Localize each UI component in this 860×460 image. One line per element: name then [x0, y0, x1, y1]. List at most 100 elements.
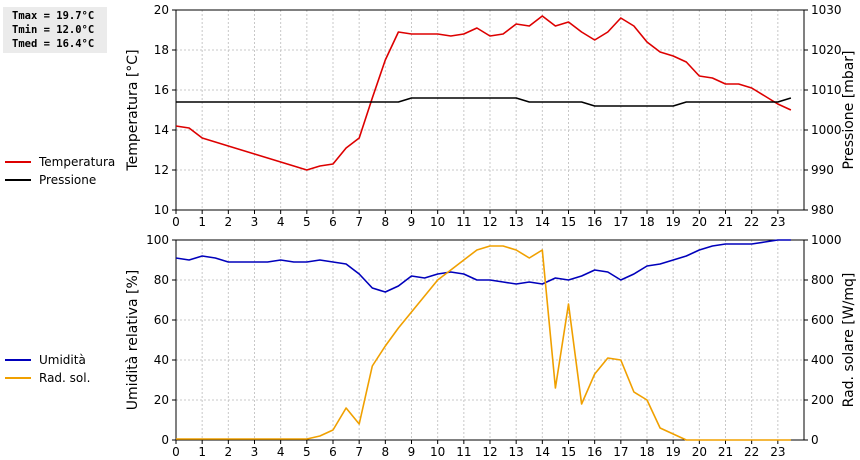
x-tick-label: 12 — [482, 445, 497, 459]
series-line-pressione — [176, 97, 792, 107]
legend-bottom: Umidità Rad. sol. — [5, 351, 90, 387]
x-tick-label: 10 — [430, 445, 445, 459]
y-left-tick-label: 16 — [154, 83, 169, 97]
y-right-tick-label: 1000 — [811, 233, 842, 247]
x-tick-label: 9 — [408, 445, 416, 459]
x-tick-label: 7 — [355, 215, 363, 229]
x-tick-label: 2 — [225, 215, 233, 229]
x-tick-label: 12 — [482, 215, 497, 229]
y-right-tick-label: 990 — [811, 163, 834, 177]
y-left-tick-label: 80 — [154, 273, 169, 287]
x-tick-label: 2 — [225, 445, 233, 459]
legend-swatch-pressione — [5, 179, 31, 181]
y-right-tick-label: 980 — [811, 203, 834, 217]
legend-swatch-umidita — [5, 359, 31, 361]
x-tick-label: 16 — [587, 445, 602, 459]
x-tick-label: 19 — [666, 215, 681, 229]
x-tick-label: 8 — [382, 215, 390, 229]
x-tick-label: 11 — [456, 445, 471, 459]
x-tick-label: 17 — [613, 215, 628, 229]
x-tick-label: 23 — [770, 445, 785, 459]
series-line-rad-sol- — [176, 245, 791, 441]
legend-label-temperatura: Temperatura — [39, 155, 116, 169]
x-tick-label: 22 — [744, 445, 759, 459]
x-tick-label: 11 — [456, 215, 471, 229]
stats-box: Tmax = 19.7°C Tmin = 12.0°C Tmed = 16.4°… — [3, 7, 107, 53]
x-tick-label: 10 — [430, 215, 445, 229]
y-right-axis-title: Rad. solare [W/mq] — [841, 273, 857, 408]
legend-item-pressione: Pressione — [5, 171, 115, 189]
legend-item-umidita: Umidità — [5, 351, 90, 369]
y-right-tick-label: 1000 — [811, 123, 842, 137]
legend-label-pressione: Pressione — [39, 173, 97, 187]
tmin-label: Tmin = 12.0°C — [12, 24, 95, 36]
y-right-tick-label: 1020 — [811, 43, 842, 57]
x-tick-label: 8 — [382, 445, 390, 459]
legend-item-temperatura: Temperatura — [5, 153, 115, 171]
y-left-axis-title: Temperatura [°C] — [125, 49, 141, 171]
x-tick-label: 4 — [277, 445, 285, 459]
x-tick-label: 6 — [329, 215, 337, 229]
x-tick-label: 16 — [587, 215, 602, 229]
x-tick-label: 21 — [718, 215, 733, 229]
y-left-axis-title: Umidità relativa [%] — [125, 270, 141, 411]
series-line-umidit- — [175, 239, 791, 293]
x-tick-label: 15 — [561, 215, 576, 229]
tmed-label: Tmed = 16.4°C — [12, 38, 95, 50]
x-tick-label: 21 — [718, 445, 733, 459]
y-right-tick-label: 200 — [811, 393, 834, 407]
x-tick-label: 13 — [509, 215, 524, 229]
x-tick-label: 0 — [172, 215, 180, 229]
x-tick-label: 6 — [329, 445, 337, 459]
y-right-tick-label: 800 — [811, 273, 834, 287]
x-tick-label: 20 — [692, 215, 707, 229]
x-tick-label: 5 — [303, 445, 311, 459]
x-tick-label: 0 — [172, 445, 180, 459]
y-left-tick-label: 40 — [154, 353, 169, 367]
x-tick-label: 19 — [666, 445, 681, 459]
y-left-tick-label: 100 — [146, 233, 169, 247]
y-left-tick-label: 12 — [154, 163, 169, 177]
y-left-tick-label: 0 — [161, 433, 169, 447]
x-tick-label: 18 — [639, 215, 654, 229]
chart-panel-0: 0 1 2 3 4 5 6 7 8 9 10 11 12 13 14 15 16 17 18 19 20 21 22 2310… — [125, 3, 857, 229]
tmax-label: Tmax = 19.7°C — [12, 10, 95, 22]
x-tick-label: 9 — [408, 215, 416, 229]
y-left-tick-label: 14 — [154, 123, 169, 137]
x-tick-label: 18 — [639, 445, 654, 459]
x-tick-label: 7 — [355, 445, 363, 459]
series-line-temperatura — [175, 15, 792, 171]
x-tick-label: 14 — [535, 215, 550, 229]
y-left-tick-label: 20 — [154, 393, 169, 407]
x-tick-label: 5 — [303, 215, 311, 229]
legend-top: Temperatura Pressione — [5, 153, 115, 189]
x-tick-label: 22 — [744, 215, 759, 229]
x-tick-label: 15 — [561, 445, 576, 459]
x-tick-label: 1 — [198, 445, 206, 459]
y-right-tick-label: 0 — [811, 433, 819, 447]
x-tick-label: 1 — [198, 215, 206, 229]
y-left-tick-label: 20 — [154, 3, 169, 17]
y-left-tick-label: 18 — [154, 43, 169, 57]
legend-swatch-temperatura — [5, 161, 31, 163]
legend-item-radsol: Rad. sol. — [5, 369, 90, 387]
x-tick-label: 20 — [692, 445, 707, 459]
x-tick-label: 3 — [251, 445, 259, 459]
x-tick-label: 23 — [770, 215, 785, 229]
y-right-tick-label: 400 — [811, 353, 834, 367]
y-right-axis-title: Pressione [mbar] — [841, 50, 857, 169]
x-tick-label: 13 — [509, 445, 524, 459]
y-right-tick-label: 600 — [811, 313, 834, 327]
legend-label-radsol: Rad. sol. — [39, 371, 91, 385]
y-left-tick-label: 60 — [154, 313, 169, 327]
legend-label-umidita: Umidità — [39, 353, 86, 367]
y-left-tick-label: 10 — [154, 203, 169, 217]
chart-panel-1: 0 1 2 3 4 5 6 7 8 9 10 11 12 13 14 15 16 17 18 19 20 21 22 2302… — [125, 233, 857, 459]
x-tick-label: 14 — [535, 445, 550, 459]
x-tick-label: 4 — [277, 215, 285, 229]
legend-swatch-radsol — [5, 377, 31, 379]
y-right-tick-label: 1030 — [811, 3, 842, 17]
x-tick-label: 17 — [613, 445, 628, 459]
x-tick-label: 3 — [251, 215, 259, 229]
